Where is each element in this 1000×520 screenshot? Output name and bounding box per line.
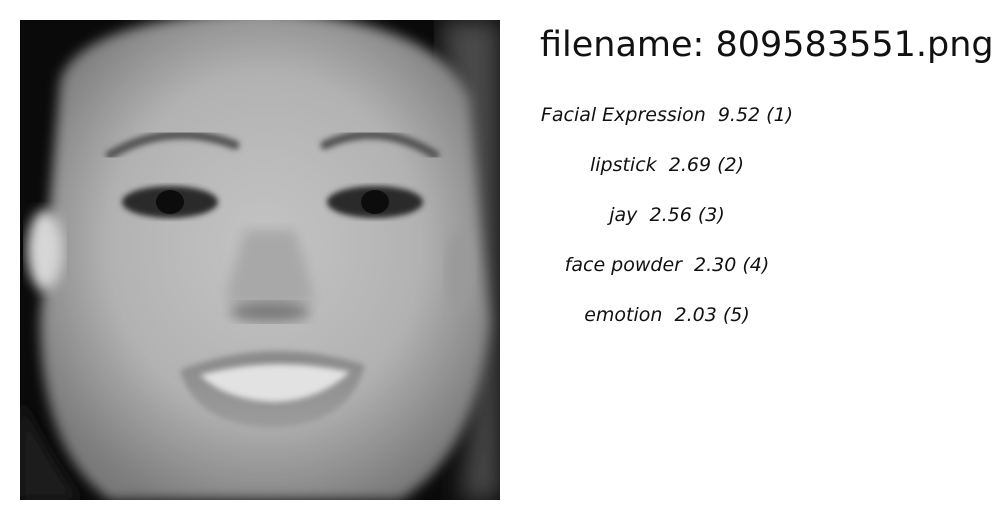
prediction-item: lipstick 2.69 (2) [589,154,745,176]
prediction-item: Facial Expression 9.52 (1) [540,104,794,126]
prediction-list: Facial Expression 9.52 (1) lipstick 2.69… [540,100,794,350]
face-photo [20,20,500,500]
prediction-item: jay 2.56 (3) [609,204,725,226]
prediction-item: emotion 2.03 (5) [584,304,750,326]
prediction-item: face powder 2.30 (4) [564,254,770,276]
face-photo-graphic [20,20,500,500]
filename-title: filename: 809583551.png [540,25,994,65]
